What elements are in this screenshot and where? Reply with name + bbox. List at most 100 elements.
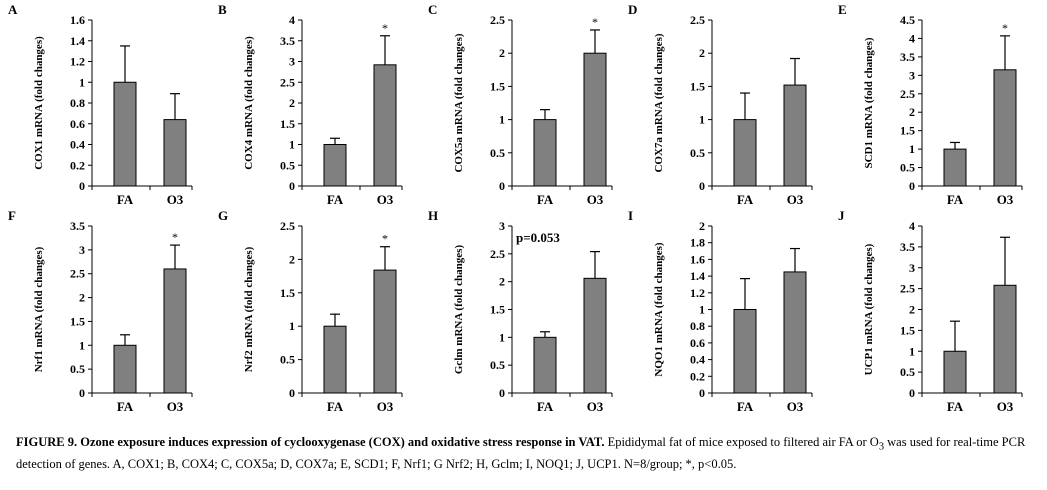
panel-b-ytick-label-1: 0.5: [280, 158, 295, 172]
panel-i-ytick-label-9: 1.8: [690, 236, 705, 250]
panel-b-ytick-label-4: 2: [289, 96, 295, 110]
panel-a-bar-o3: [163, 119, 187, 187]
panel-f-ytick-label-5: 2.5: [70, 267, 85, 281]
panel-j-bar-fa: [943, 350, 967, 394]
panel-f-letter: F: [8, 208, 16, 223]
caption-lead: FIGURE 9. Ozone exposure induces express…: [16, 435, 605, 449]
panel-e-ytick-label-4: 2: [909, 105, 915, 119]
panel-h-category-label-fa: FA: [537, 399, 554, 414]
panel-f-ytick-label-4: 2: [79, 291, 85, 305]
panel-a-y-axis-label: COX1 mRNA (fold changes): [33, 36, 45, 170]
panel-j-ytick-label-2: 1: [909, 344, 915, 358]
panel-a-category-label-fa: FA: [117, 192, 134, 207]
panel-h-bar-o3: [583, 277, 607, 394]
panel-e-category-label-fa: FA: [947, 192, 964, 207]
panel-i-category-label-o3: O3: [787, 399, 804, 414]
panel-b-category-label-fa: FA: [327, 192, 344, 207]
panel-d-ytick-label-0: 0: [699, 179, 705, 193]
panel-g-ytick-label-3: 1.5: [280, 286, 295, 300]
panel-i-ytick-label-5: 1: [699, 303, 705, 317]
panel-h-ytick-label-5: 2.5: [490, 247, 505, 261]
panel-e-letter: E: [838, 2, 847, 17]
panel-f-y-axis-label: Nrf1 mRNA (fold changes): [33, 246, 45, 372]
panel-c-significance-star: *: [592, 15, 598, 29]
panel-c-category-label-o3: O3: [587, 192, 604, 207]
panel-e-bar-o3: [993, 69, 1017, 187]
panel-e-ytick-label-1: 0.5: [900, 161, 915, 175]
panel-i-category-label-fa: FA: [737, 399, 754, 414]
caption-body-2: was used for real-time PCR detection of …: [16, 435, 1026, 471]
panel-i-ytick-label-7: 1.4: [690, 269, 705, 283]
panel-c-letter: C: [428, 2, 437, 17]
panel-a-letter: A: [8, 2, 18, 17]
panel-h-ytick-label-1: 0.5: [490, 358, 505, 372]
panel-d-y-axis-label: COX7a mRNA (fold changes): [653, 33, 665, 172]
panel-h-ytick-label-4: 2: [499, 275, 505, 289]
panel-j-y-axis-label: UCP1 mRNA (fold changes): [863, 243, 875, 375]
panel-e-ytick-label-9: 4.5: [900, 13, 915, 27]
panel-h-ytick-label-6: 3: [499, 219, 505, 233]
panel-b-y-axis-label: COX4 mRNA (fold changes): [243, 36, 255, 170]
panel-c-category-label-fa: FA: [537, 192, 554, 207]
panel-h-bar-fa: [533, 336, 557, 394]
panel-a-ytick-label-0: 0: [79, 179, 85, 193]
panel-d-ytick-label-3: 1.5: [690, 79, 705, 93]
panel-a-bar-fa: [113, 81, 137, 187]
panel-b-ytick-label-3: 1.5: [280, 117, 295, 131]
panel-a-ytick-label-2: 0.4: [70, 138, 85, 152]
panel-j-ytick-label-6: 3: [909, 261, 915, 275]
panel-e-y-axis-label: SCD1 mRNA (fold changes): [863, 37, 875, 168]
panel-a-ytick-label-4: 0.8: [70, 96, 85, 110]
panel-b-bar-fa: [323, 144, 347, 187]
panel-j-bar-o3: [993, 284, 1017, 394]
panel-a-ytick-label-8: 1.6: [70, 13, 85, 27]
panel-i-ytick-label-10: 2: [699, 219, 705, 233]
panel-c-y-axis-label: COX5a mRNA (fold changes): [453, 33, 465, 172]
panel-j-category-label-o3: O3: [997, 399, 1014, 414]
panel-d-category-label-fa: FA: [737, 192, 754, 207]
panel-a-ytick-label-3: 0.6: [70, 117, 85, 131]
panel-a-ytick-label-6: 1.2: [70, 55, 85, 69]
panel-h-category-label-o3: O3: [587, 399, 604, 414]
panel-h-ytick-label-3: 1.5: [490, 303, 505, 317]
panel-c-ytick-label-2: 1: [499, 113, 505, 127]
panel-b-ytick-label-2: 1: [289, 138, 295, 152]
panel-d-category-label-o3: O3: [787, 192, 804, 207]
panel-h-ytick-label-2: 1: [499, 330, 505, 344]
caption-body-1: Epididymal fat of mice exposed to filter…: [604, 435, 879, 449]
panel-e-ytick-label-5: 2.5: [900, 87, 915, 101]
panel-g-bar-o3: [373, 269, 397, 394]
panel-b-ytick-label-6: 3: [289, 55, 295, 69]
panel-e-ytick-label-7: 3.5: [900, 50, 915, 64]
panel-e-ytick-label-8: 4: [909, 31, 915, 45]
panel-f-bar-fa: [113, 344, 137, 394]
panel-d-ytick-label-2: 1: [699, 113, 705, 127]
panel-j-ytick-label-7: 3.5: [900, 240, 915, 254]
panel-c-bar-o3: [583, 52, 607, 187]
panel-d-ytick-label-4: 2: [699, 46, 705, 60]
panel-f-ytick-label-2: 1: [79, 338, 85, 352]
panel-e-ytick-label-2: 1: [909, 142, 915, 156]
panel-g-bar-fa: [323, 325, 347, 394]
panel-e-category-label-o3: O3: [997, 192, 1014, 207]
panel-g-ytick-label-1: 0.5: [280, 353, 295, 367]
panel-h-ytick-label-0: 0: [499, 386, 505, 400]
panel-b-bar-o3: [373, 64, 397, 187]
panel-c-ytick-label-0: 0: [499, 179, 505, 193]
panel-i-y-axis-label: NQO1 mRNA (fold changes): [653, 242, 665, 376]
panel-h-letter: H: [428, 208, 438, 223]
panel-g-significance-star: *: [382, 232, 388, 246]
panel-i-ytick-label-6: 1.2: [690, 286, 705, 300]
panel-j-ytick-label-3: 1.5: [900, 323, 915, 337]
panel-d-ytick-label-5: 2.5: [690, 13, 705, 27]
panel-f-ytick-label-6: 3: [79, 243, 85, 257]
panel-d-letter: D: [628, 2, 637, 17]
caption-subscript: 3: [878, 441, 885, 453]
panel-h-y-axis-label: Gclm mRNA (fold changes): [453, 245, 465, 375]
panel-b-significance-star: *: [382, 21, 388, 35]
panel-c-ytick-label-1: 0.5: [490, 146, 505, 160]
panel-g-category-label-fa: FA: [327, 399, 344, 414]
panel-j-letter: J: [838, 208, 845, 223]
panel-i-ytick-label-2: 0.4: [690, 353, 705, 367]
panel-b-category-label-o3: O3: [377, 192, 394, 207]
